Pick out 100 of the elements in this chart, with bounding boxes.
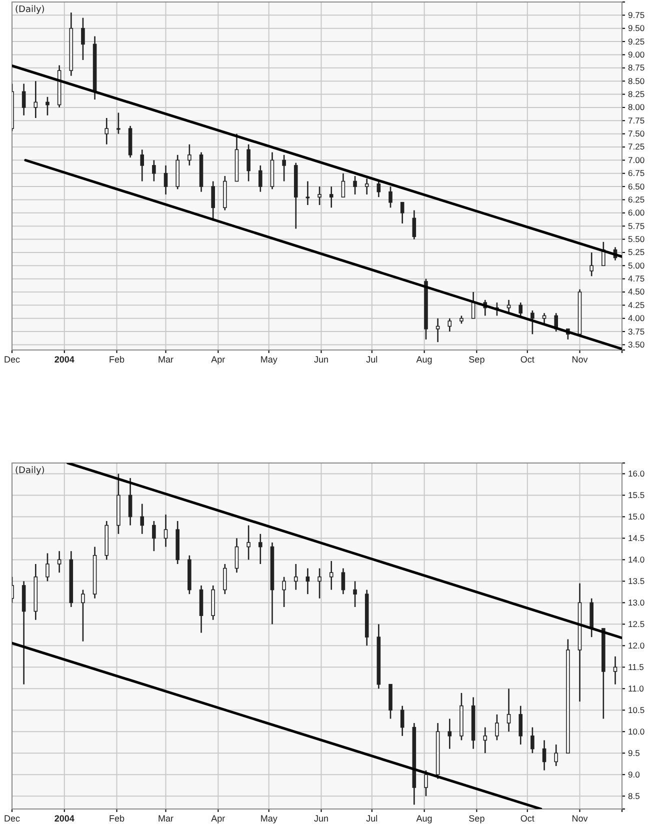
candlestick [81,589,85,642]
candlestick [282,576,286,608]
candlestick [22,83,26,116]
candlestick [152,520,156,552]
candlestick [483,726,488,754]
y-tick-label: 7.00 [628,154,645,165]
candlestick [518,705,523,746]
candlestick [353,175,357,196]
y-tick-label: 10.0 [628,726,645,736]
x-tick-label: Jun [314,354,328,364]
candlestick [258,164,262,192]
x-tick-label: Aug [416,354,432,364]
candlestick [329,186,334,208]
y-tick-label: 4.75 [628,274,645,284]
x-tick-label: Aug [416,813,432,824]
candlestick [318,568,322,600]
candlestick [506,688,511,732]
x-tick-label: May [260,354,278,364]
candlestick [613,656,618,686]
candlestick [258,533,262,565]
x-tick-label: Oct [520,813,535,824]
y-tick-label: 11.5 [628,662,644,672]
y-tick-label: 7.50 [628,128,645,139]
candlestick [34,80,38,119]
candlestick [542,740,546,771]
candlestick [329,560,334,590]
y-tick-label: 6.50 [628,181,645,192]
y-tick-label: 8.50 [628,76,645,86]
candlestick [530,726,534,754]
candlestick [306,568,310,595]
candlestick [57,550,62,574]
y-tick-label: 4.50 [628,286,645,297]
candlestick [318,186,322,206]
y-tick-label: 15.5 [628,490,645,500]
x-tick-label: Mar [158,813,174,824]
y-tick-label: 4.00 [628,313,645,324]
candlestick [128,477,132,526]
candlestick [234,538,239,574]
candlestick [46,552,50,582]
x-tick-label: Feb [109,354,125,364]
candlestick [424,770,428,797]
candlestick [46,96,50,116]
candlestick [412,210,416,240]
candlestick [376,180,381,198]
y-tick-label: 5.50 [628,234,645,244]
candlestick [246,524,250,560]
x-tick-label: Nov [572,813,588,824]
x-tick-label: Jun [314,813,328,824]
y-tick-label: 7.25 [628,142,645,152]
y-tick-label: 9.50 [628,23,645,34]
candlestick [400,202,404,224]
candlestick [448,318,452,332]
y-tick-label: 8.25 [628,88,645,99]
y-tick-label: 14.0 [628,554,645,564]
candlestick [341,568,346,595]
y-tick-label: 7.75 [628,115,645,126]
candlestick [400,705,404,737]
y-tick-label: 9.0 [628,769,640,780]
x-tick-label: Feb [109,813,125,824]
candlestick [140,148,144,182]
x-tick-label: Dec [4,813,20,824]
y-tick-label: 12.5 [628,618,645,629]
x-tick-label: Apr [211,354,226,364]
candlestick [554,744,558,767]
x-tick-label: Jul [366,354,378,364]
x-tick-label: 2004 [54,354,74,364]
candlestick [364,178,369,196]
y-tick-label: 14.5 [628,532,645,543]
candlestick [495,714,499,741]
x-tick-label: Sep [468,813,485,824]
y-tick-label: 13.5 [628,576,645,586]
x-tick-label: Mar [158,354,174,364]
y-tick-label: 9.5 [628,748,640,758]
y-tick-label: 15.0 [628,511,645,522]
x-tick-label: May [260,813,278,824]
candlestick [81,17,85,61]
candlestick [436,318,440,343]
candlestick [542,312,546,324]
y-tick-label: 12.0 [628,640,645,650]
candlestick [246,144,250,182]
candlestick [282,154,286,182]
candlestick [294,563,298,590]
x-tick-label: 2004 [54,813,74,824]
y-tick-label: 16.0 [628,468,645,478]
y-tick-label: 3.50 [628,339,645,350]
y-tick-label: 8.75 [628,62,645,73]
candlestick [518,302,523,316]
candlestick [590,252,594,277]
y-tick-label: 3.75 [628,326,645,336]
y-tick-label: 9.75 [628,10,645,20]
candlestick [140,503,144,535]
x-tick-label: Jul [366,813,378,824]
y-tick-label: 6.75 [628,168,645,178]
y-tick-label: 6.00 [628,208,645,218]
y-tick-label: 8.00 [628,102,645,112]
candlestick [164,164,168,196]
candlestick [353,580,357,608]
candlestick [341,172,346,198]
chart-title: (Daily) [15,5,45,15]
x-tick-label: Apr [211,813,226,824]
